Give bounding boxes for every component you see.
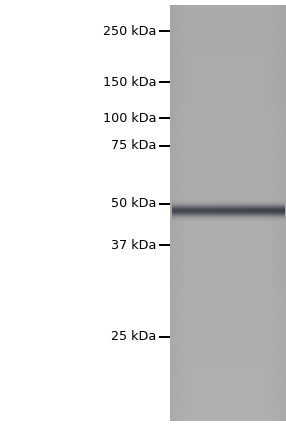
Text: 37 kDa: 37 kDa	[111, 239, 157, 252]
Text: 250 kDa: 250 kDa	[103, 25, 157, 37]
Text: 50 kDa: 50 kDa	[111, 197, 157, 210]
Text: 150 kDa: 150 kDa	[103, 76, 157, 89]
Text: 25 kDa: 25 kDa	[112, 330, 157, 343]
Text: 75 kDa: 75 kDa	[111, 139, 157, 152]
Text: 100 kDa: 100 kDa	[103, 112, 157, 125]
